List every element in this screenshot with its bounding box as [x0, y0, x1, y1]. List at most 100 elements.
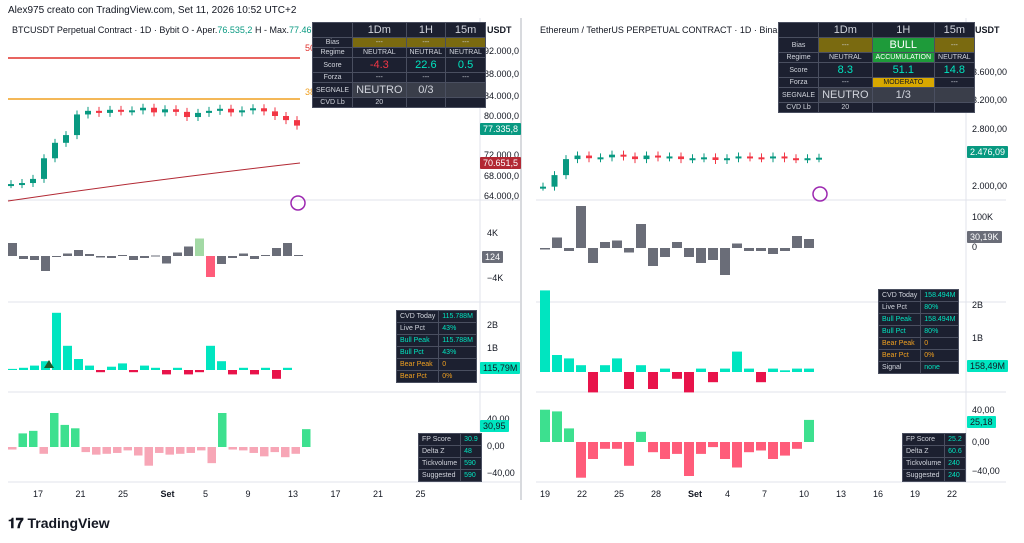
right-cell: 51.1	[871, 62, 936, 78]
btc-candle	[74, 114, 80, 136]
right-cvd-row: CVD Today 158.494M	[877, 289, 960, 302]
eth-candle	[793, 158, 799, 161]
btc-cvd-bar	[96, 370, 105, 373]
left-price-tag: 77.335,8	[480, 123, 522, 135]
eth-fp-bar	[684, 442, 694, 476]
left-th-1: 1Dm	[352, 22, 407, 38]
left-cvd-cell: 115.788M	[438, 310, 477, 323]
left-line-label-38: 38	[305, 87, 316, 97]
right-row-regime: Regime NEUTRAL ACCUMULATION NEUTRAL	[777, 52, 975, 63]
btc-vol-bar	[283, 243, 292, 256]
eth-vol-bar	[756, 248, 766, 251]
btc-fp-bar	[81, 447, 90, 453]
eth-vol-bar	[540, 248, 550, 250]
right-table-head: 1Dm 1H 15m	[777, 22, 975, 38]
right-cell: MODERATO	[871, 77, 936, 88]
right-cvd-tag: 158,49M	[967, 360, 1009, 372]
left-high-value: 77.469,5	[288, 25, 325, 35]
left-fp-cell: Delta Z	[417, 445, 462, 458]
btc-vol-bar	[129, 256, 138, 260]
btc-fp-bar	[239, 447, 248, 451]
left-vol-tag: 124	[482, 251, 504, 263]
eth-candle	[689, 158, 696, 161]
btc-fp-bar	[123, 447, 132, 451]
left-row-segnale: SEGNALE NEUTRO 0/3	[311, 82, 486, 98]
left-price-label: 64.000,0	[484, 191, 520, 201]
right-cell	[934, 102, 975, 113]
left-x-label: 25	[118, 489, 129, 499]
right-price-label: 2.800,00	[972, 124, 1008, 134]
right-cvd-row: Bear Peak 0	[877, 337, 960, 350]
right-cvd-row: Bear Pct 0%	[877, 349, 960, 362]
right-x-label: Set	[688, 489, 703, 499]
left-fp-axis-mid: 0,00	[487, 441, 505, 451]
btc-cvd-bar	[30, 365, 39, 370]
eth-fp-bar	[792, 442, 802, 449]
right-fp-cell: 25.2	[944, 433, 966, 446]
right-cell: NEUTRAL	[934, 52, 975, 63]
left-cvd-row: Bear Peak 0	[395, 358, 477, 371]
right-fp-cell: Suggested	[901, 469, 946, 482]
btc-vol-bar	[74, 250, 83, 256]
left-cvd-row: Bear Pct 0%	[395, 370, 477, 383]
btc-vol-bar	[19, 256, 28, 259]
btc-cvd-bar	[85, 365, 94, 370]
eth-candle	[781, 156, 788, 159]
right-th-3: 15m	[934, 22, 975, 38]
right-fp-tag: 25,18	[967, 416, 996, 428]
right-cvd-row: Bull Peak 158.494M	[877, 313, 960, 326]
btc-cvd-bar	[272, 370, 281, 379]
left-cell: ---	[352, 37, 407, 48]
left-cell: 0/3	[405, 82, 447, 98]
btc-cvd-bar	[283, 367, 292, 370]
left-fp-row: Suggested 590	[417, 469, 482, 482]
right-row-cvdlb: CVD Lb 20	[777, 102, 975, 113]
left-cell: NEUTRAL	[405, 47, 447, 58]
left-fp-cell: 30.9	[460, 433, 482, 446]
left-cell: 20	[352, 97, 407, 108]
right-x-label: 10	[799, 489, 810, 499]
btc-vol-bar	[239, 253, 248, 256]
btc-candle	[261, 108, 267, 112]
eth-fp-bar	[576, 442, 586, 478]
left-cell	[445, 97, 486, 108]
right-cvd-cell: 158.494M	[920, 313, 960, 326]
btc-vol-bar	[250, 256, 259, 259]
eth-candle	[735, 156, 742, 159]
eth-cvd-bar	[804, 368, 814, 372]
left-cell: Bias	[311, 37, 354, 48]
eth-fp-bar	[600, 442, 610, 449]
right-x-label: 22	[577, 489, 588, 499]
btc-vol-bar	[96, 256, 105, 258]
right-x-label: 25	[614, 489, 625, 499]
btc-fp-bar	[92, 447, 101, 455]
btc-fp-bar	[249, 447, 258, 453]
right-cvd-cell: Signal	[877, 361, 922, 374]
left-row-forza: Forza --- --- ---	[311, 72, 486, 83]
left-fp-table: FP Score 30.9 Delta Z 48 Tickvolume 590 Sugges…	[417, 433, 482, 482]
right-row-bias: Bias --- BULL ---	[777, 37, 975, 53]
eth-vol-bar	[720, 248, 730, 275]
right-price-tag: 2.476,09	[967, 146, 1009, 158]
right-cell: ---	[934, 77, 975, 88]
btc-vol-bar	[140, 256, 149, 258]
right-fp-cell: Delta Z	[901, 445, 946, 458]
left-cvd-row: Live Pct 43%	[395, 322, 477, 335]
eth-vol-bar	[660, 248, 670, 257]
left-x-label: 21	[373, 489, 384, 499]
left-cvd-row: Bull Pct 43%	[395, 346, 477, 359]
right-th-0	[777, 22, 820, 38]
left-cvd-cell: CVD Today	[395, 310, 440, 323]
eth-fp-bar	[756, 442, 766, 451]
btc-fp-bar	[8, 447, 17, 450]
right-row-score: Score 8.3 51.1 14.8	[777, 62, 975, 78]
btc-candle	[85, 110, 91, 115]
left-cvd-axis-top: 2B	[487, 320, 499, 330]
left-title-text: BTCUSDT Perpetual Contract · 1D · Bybit …	[12, 25, 218, 35]
right-chart-title: Ethereum / TetherUS PERPETUAL CONTRACT ·…	[540, 25, 802, 35]
eth-vol-bar	[648, 248, 658, 266]
eth-vol-bar	[600, 242, 610, 248]
btc-cvd-bar	[74, 359, 83, 370]
right-fp-row: FP Score 25.2	[901, 433, 966, 446]
